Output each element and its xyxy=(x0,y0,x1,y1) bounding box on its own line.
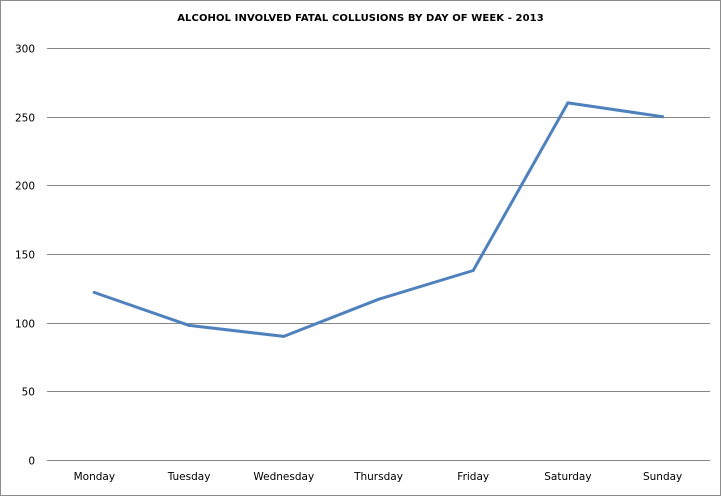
y-tick-label: 50 xyxy=(22,387,35,399)
x-tick-label: Friday xyxy=(457,471,489,483)
x-tick-label: Saturday xyxy=(544,471,591,483)
y-tick-label: 300 xyxy=(15,44,35,56)
data-point xyxy=(471,269,475,272)
y-tick-labels: 0 50 100 150 200 250 300 xyxy=(15,44,35,468)
chart-title: ALCOHOL INVOLVED FATAL COLLUSIONS BY DAY… xyxy=(177,13,544,24)
y-tick-label: 200 xyxy=(15,181,35,193)
data-point xyxy=(92,291,96,294)
x-tick-label: Monday xyxy=(74,471,115,483)
y-tick-label: 100 xyxy=(15,319,35,331)
x-tick-label: Sunday xyxy=(643,471,682,483)
grid-lines xyxy=(47,48,710,461)
y-tick-label: 250 xyxy=(15,113,35,125)
series-layer xyxy=(92,101,665,338)
y-tick-label: 0 xyxy=(28,456,35,468)
x-tick-label: Wednesday xyxy=(253,471,314,483)
data-point xyxy=(282,334,286,338)
data-point xyxy=(566,101,570,105)
x-tick-label: Thursday xyxy=(353,471,403,483)
data-point xyxy=(377,297,380,301)
y-tick-label: 150 xyxy=(15,250,35,262)
series-line-0 xyxy=(92,101,665,338)
data-point xyxy=(661,115,665,119)
x-tick-labels: Monday Tuesday Wednesday Thursday Friday Satu… xyxy=(74,471,683,483)
data-point xyxy=(187,323,191,327)
x-tick-label: Tuesday xyxy=(167,471,211,483)
